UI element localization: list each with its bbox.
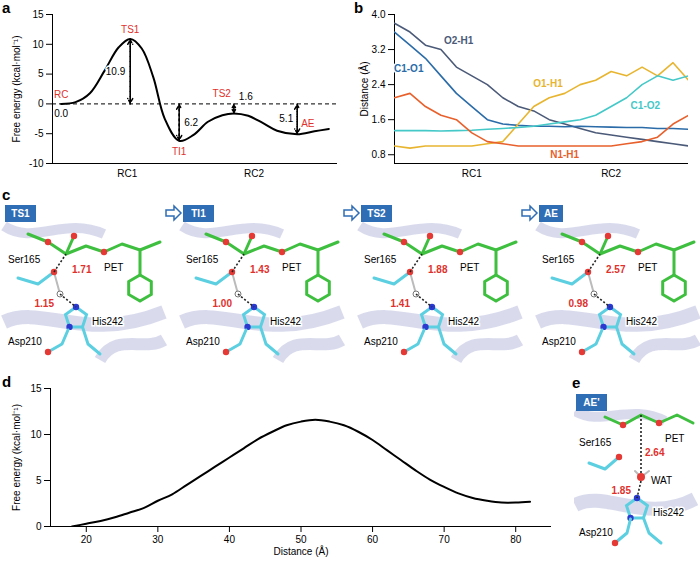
svg-text:1.85: 1.85 (612, 485, 632, 496)
svg-text:TS1: TS1 (121, 24, 140, 35)
svg-text:2.57: 2.57 (606, 264, 626, 275)
svg-text:2.64: 2.64 (645, 447, 665, 458)
html-text:a: a (2, 0, 11, 16)
svg-text:Ser165: Ser165 (364, 254, 397, 265)
svg-text:O1-H1: O1-H1 (533, 78, 563, 89)
svg-text:TI1: TI1 (172, 146, 187, 157)
svg-text:TS1: TS1 (11, 208, 30, 219)
svg-text:TI1: TI1 (191, 208, 206, 219)
svg-text:0: 0 (38, 98, 44, 109)
svg-text:1.6: 1.6 (239, 91, 253, 102)
svg-text:50: 50 (295, 534, 307, 545)
svg-text:Ser165: Ser165 (542, 254, 575, 265)
svg-text:His242: His242 (653, 507, 685, 518)
svg-text:Asp210: Asp210 (579, 527, 613, 538)
svg-text:N1-H1: N1-H1 (550, 149, 579, 160)
svg-text:0.0: 0.0 (54, 108, 68, 119)
html-text:e: e (572, 374, 581, 391)
svg-text:10: 10 (32, 39, 44, 50)
svg-text:5.1: 5.1 (279, 113, 293, 124)
svg-text:His242: His242 (92, 316, 124, 327)
svg-text:1.41: 1.41 (391, 298, 411, 309)
svg-text:Free energy (kcal·mol⁻¹): Free energy (kcal·mol⁻¹) (11, 404, 22, 511)
svg-text:1.88: 1.88 (428, 264, 448, 275)
svg-text:6.2: 6.2 (184, 117, 198, 128)
svg-text:O2-H1: O2-H1 (444, 35, 474, 46)
svg-text:PET: PET (282, 262, 301, 273)
svg-text:Asp210: Asp210 (8, 336, 42, 347)
svg-text:0.98: 0.98 (569, 298, 589, 309)
svg-text:Distance (Å): Distance (Å) (273, 545, 328, 557)
svg-text:10: 10 (30, 429, 42, 440)
svg-text:RC: RC (54, 89, 68, 100)
svg-text:0.8: 0.8 (372, 149, 386, 160)
svg-text:AE': AE' (583, 397, 599, 408)
svg-text:RC2: RC2 (244, 168, 264, 179)
svg-text:1.15: 1.15 (35, 298, 55, 309)
svg-text:PET: PET (665, 433, 684, 444)
svg-text:Ser165: Ser165 (579, 437, 612, 448)
svg-text:TS2: TS2 (367, 208, 386, 219)
svg-text:TS2: TS2 (213, 88, 232, 99)
svg-text:1.6: 1.6 (372, 114, 386, 125)
svg-text:1.71: 1.71 (72, 264, 92, 275)
svg-text:Asp210: Asp210 (542, 336, 576, 347)
svg-text:Free energy (kcal·mol⁻¹): Free energy (kcal·mol⁻¹) (11, 36, 22, 143)
svg-text:1.43: 1.43 (250, 264, 270, 275)
svg-text:RC2: RC2 (601, 168, 621, 179)
svg-text:10.9: 10.9 (106, 66, 126, 77)
svg-text:C1-O1: C1-O1 (394, 63, 424, 74)
svg-text:5: 5 (36, 475, 42, 486)
svg-text:60: 60 (367, 534, 379, 545)
svg-text:15: 15 (30, 383, 42, 394)
svg-text:PET: PET (460, 262, 479, 273)
svg-text:0: 0 (36, 521, 42, 532)
html-text:c: c (2, 186, 11, 203)
svg-text:PET: PET (638, 262, 657, 273)
svg-text:1.00: 1.00 (213, 298, 233, 309)
svg-text:AE: AE (544, 208, 558, 219)
svg-text:Ser165: Ser165 (186, 254, 219, 265)
svg-text:RC1: RC1 (117, 168, 137, 179)
html-text:b: b (354, 0, 364, 16)
svg-text:-5: -5 (35, 128, 44, 139)
svg-text:2.4: 2.4 (372, 79, 386, 90)
svg-text:80: 80 (510, 534, 522, 545)
svg-text:His242: His242 (448, 316, 480, 327)
svg-text:5: 5 (38, 68, 44, 79)
svg-text:4.0: 4.0 (372, 9, 386, 20)
svg-text:WAT: WAT (651, 475, 672, 486)
svg-text:AE: AE (301, 118, 315, 129)
svg-text:30: 30 (152, 534, 164, 545)
svg-text:Asp210: Asp210 (364, 336, 398, 347)
svg-text:40: 40 (224, 534, 236, 545)
svg-text:Distance (Å): Distance (Å) (358, 61, 370, 116)
svg-text:15: 15 (32, 9, 44, 20)
html-text:d: d (2, 373, 12, 390)
svg-text:Ser165: Ser165 (8, 254, 41, 265)
svg-text:3.2: 3.2 (372, 44, 386, 55)
svg-text:20: 20 (81, 534, 93, 545)
svg-text:-10: -10 (29, 158, 44, 169)
svg-text:His242: His242 (270, 316, 302, 327)
svg-text:PET: PET (104, 262, 123, 273)
svg-text:C1-O2: C1-O2 (631, 100, 661, 111)
svg-text:Asp210: Asp210 (186, 336, 220, 347)
svg-text:RC1: RC1 (462, 168, 482, 179)
svg-text:His242: His242 (626, 316, 658, 327)
svg-text:70: 70 (439, 534, 451, 545)
